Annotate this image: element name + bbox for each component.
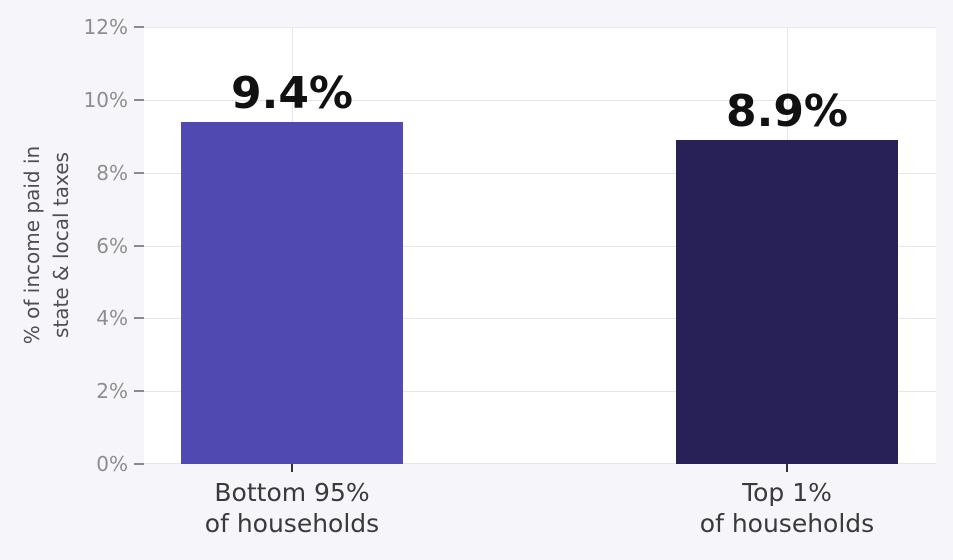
x-tick-mark [291, 464, 293, 472]
y-tick-mark [134, 463, 144, 465]
y-tick-label: 4% [96, 306, 128, 330]
h-gridline [144, 463, 936, 464]
bar-value-label: 9.4% [230, 68, 354, 119]
h-gridline [144, 173, 936, 174]
h-gridline [144, 246, 936, 247]
bar-2 [676, 140, 898, 464]
h-gridline [144, 100, 936, 101]
y-tick-mark [134, 390, 144, 392]
y-tick-label: 2% [96, 379, 128, 403]
x-category-label: Top 1% of households [699, 478, 875, 538]
y-tick-mark [134, 26, 144, 28]
y-tick-label: 10% [83, 88, 128, 112]
y-tick-mark [134, 245, 144, 247]
y-tick-label: 6% [96, 234, 128, 258]
h-gridline [144, 318, 936, 319]
y-tick-label: 0% [96, 452, 128, 476]
bar-value-label: 8.9% [725, 86, 849, 137]
x-tick-mark [786, 464, 788, 472]
y-tick-mark [134, 317, 144, 319]
y-tick-label: 12% [83, 15, 128, 39]
x-category-label: Bottom 95% of households [204, 478, 380, 538]
y-tick-label: 8% [96, 161, 128, 185]
h-gridline [144, 391, 936, 392]
bar-1 [181, 122, 403, 464]
h-gridline [144, 27, 936, 28]
y-tick-mark [134, 99, 144, 101]
plot-area [144, 27, 936, 464]
y-tick-mark [134, 172, 144, 174]
